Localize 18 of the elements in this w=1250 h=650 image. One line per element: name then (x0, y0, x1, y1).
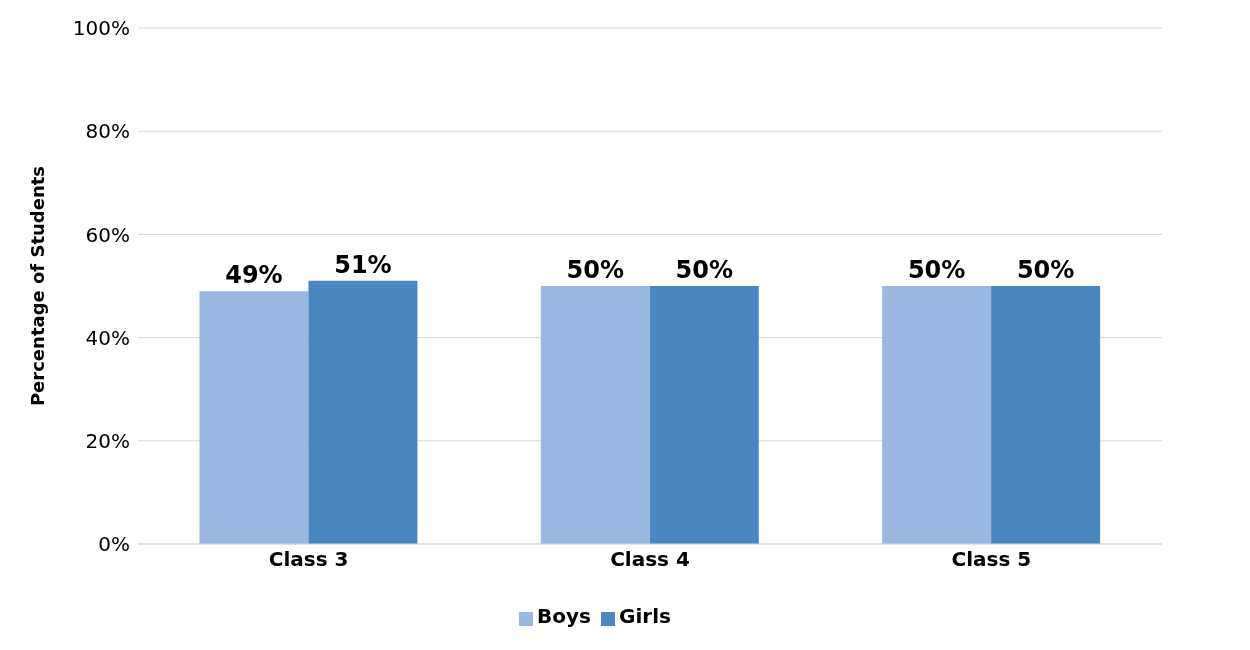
y-tick-label: 100% (72, 16, 130, 41)
data-label: 50% (907, 256, 966, 284)
data-label: 49% (225, 261, 283, 290)
data-label: 51% (334, 250, 392, 279)
y-tick-label: 0% (98, 532, 130, 557)
data-label: 50% (566, 256, 624, 284)
y-axis-title: Percentage of Students (27, 165, 49, 407)
legend-label: Girls (619, 604, 671, 628)
y-tick-label: 80% (85, 119, 130, 144)
legend-label: Boys (537, 604, 592, 628)
data-label: 50% (675, 256, 733, 284)
data-label: 50% (1016, 256, 1075, 284)
x-tick-label: Class 3 (268, 547, 349, 572)
x-tick-label: Class 5 (951, 547, 1032, 572)
y-tick-label: 40% (85, 325, 130, 350)
x-tick-label: Class 4 (610, 547, 690, 572)
y-tick-label: 60% (85, 222, 130, 247)
y-tick-label: 20% (85, 428, 130, 453)
